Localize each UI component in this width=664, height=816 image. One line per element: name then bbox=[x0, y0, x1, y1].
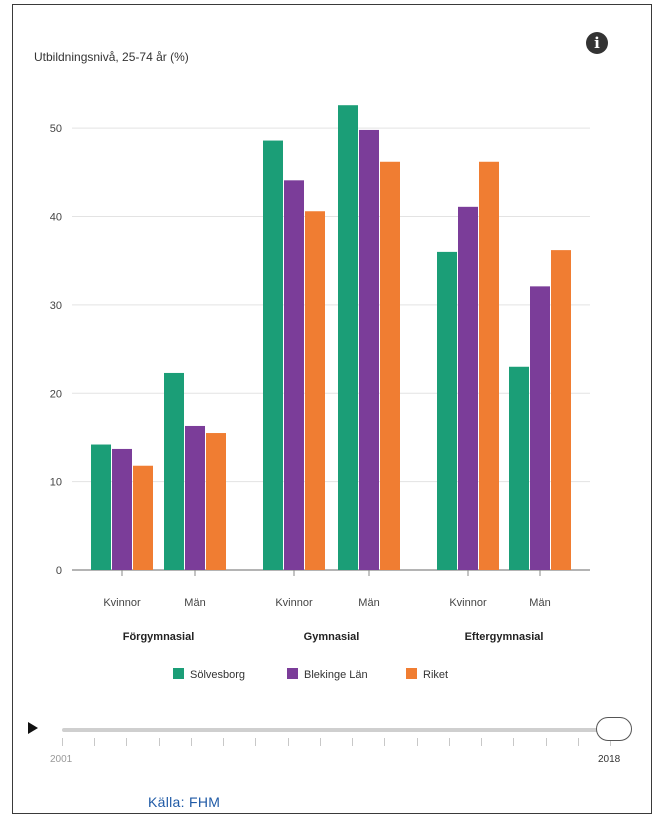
timeline-tick bbox=[94, 738, 96, 746]
timeline-end-label: 2018 bbox=[598, 754, 621, 765]
timeline-tick bbox=[577, 738, 579, 746]
legend-swatch bbox=[173, 668, 184, 679]
bar-sölvesborg-3 bbox=[338, 105, 358, 570]
bar-riket-4 bbox=[479, 161, 499, 570]
bar-riket-5 bbox=[551, 250, 571, 570]
x-sub-label: Män bbox=[358, 597, 379, 609]
bar-riket-0 bbox=[133, 465, 153, 570]
y-tick-label: 50 bbox=[50, 123, 62, 135]
timeline-tick bbox=[62, 738, 63, 746]
x-sub-label: Kvinnor bbox=[449, 597, 487, 609]
bar-riket-1 bbox=[206, 433, 226, 570]
timeline-tick bbox=[513, 738, 515, 746]
bar-blekinge-län-0 bbox=[112, 448, 132, 570]
timeline-start-label: 2001 bbox=[50, 754, 73, 765]
timeline-tick bbox=[190, 738, 192, 746]
timeline-tick bbox=[223, 738, 225, 746]
bar-sölvesborg-2 bbox=[263, 140, 283, 570]
timeline-tick bbox=[481, 738, 483, 746]
legend-swatch bbox=[406, 668, 417, 679]
legend-label: Blekinge Län bbox=[304, 669, 368, 681]
x-group-label: Gymnasial bbox=[304, 631, 360, 643]
timeline-tick bbox=[352, 738, 354, 746]
play-button[interactable] bbox=[28, 722, 38, 734]
timeline-tick bbox=[287, 738, 289, 746]
timeline-tick bbox=[384, 738, 386, 746]
timeline-tick bbox=[610, 738, 611, 746]
timeline-tick bbox=[416, 738, 418, 746]
info-icon[interactable]: i bbox=[586, 32, 608, 54]
legend: Sölvesborg Blekinge Län Riket bbox=[173, 668, 448, 681]
y-tick-label: 30 bbox=[50, 300, 62, 312]
timeline-tick bbox=[319, 738, 321, 746]
bar-sölvesborg-5 bbox=[509, 366, 529, 570]
gridlines bbox=[72, 127, 590, 571]
timeline-track[interactable] bbox=[62, 728, 610, 732]
bar-blekinge-län-5 bbox=[530, 286, 550, 570]
bar-blekinge-län-4 bbox=[458, 206, 478, 571]
legend-swatch bbox=[287, 668, 298, 679]
bars bbox=[91, 105, 571, 571]
timeline-ticks bbox=[62, 738, 611, 748]
x-sub-label: Kvinnor bbox=[275, 597, 313, 609]
bar-sölvesborg-0 bbox=[91, 444, 111, 570]
bar-blekinge-län-3 bbox=[359, 129, 379, 570]
x-sub-label: Män bbox=[184, 597, 205, 609]
y-tick-label: 40 bbox=[50, 212, 62, 224]
timeline-tick bbox=[448, 738, 450, 746]
y-tick-label: 20 bbox=[50, 388, 62, 400]
timeline-tick bbox=[158, 738, 160, 746]
timeline-tick bbox=[255, 738, 257, 746]
y-tick-labels: 0 10 20 30 40 50 bbox=[50, 123, 62, 577]
legend-label: Sölvesborg bbox=[190, 669, 245, 681]
legend-label: Riket bbox=[423, 669, 448, 681]
bar-riket-2 bbox=[305, 211, 325, 570]
bar-sölvesborg-4 bbox=[437, 251, 457, 570]
y-tick-label: 0 bbox=[56, 565, 62, 577]
x-group-label: Förgymnasial bbox=[123, 631, 195, 643]
source-label: Källa: FHM bbox=[148, 794, 221, 810]
timeline-tick bbox=[545, 738, 547, 746]
chart-title: Utbildningsnivå, 25-74 år (%) bbox=[34, 50, 189, 64]
bar-blekinge-län-2 bbox=[284, 180, 304, 571]
y-tick-label: 10 bbox=[50, 477, 62, 489]
x-sub-label: Män bbox=[529, 597, 550, 609]
timeline-tick bbox=[126, 738, 128, 746]
timeline-handle[interactable] bbox=[596, 717, 632, 741]
bar-blekinge-län-1 bbox=[185, 425, 205, 570]
x-sub-label: Kvinnor bbox=[103, 597, 141, 609]
bar-riket-3 bbox=[380, 161, 400, 570]
x-group-label: Eftergymnasial bbox=[465, 631, 544, 643]
bar-sölvesborg-1 bbox=[164, 372, 184, 570]
x-labels: Kvinnor Män Förgymnasial Kvinnor Män Gymnasia… bbox=[103, 570, 551, 643]
